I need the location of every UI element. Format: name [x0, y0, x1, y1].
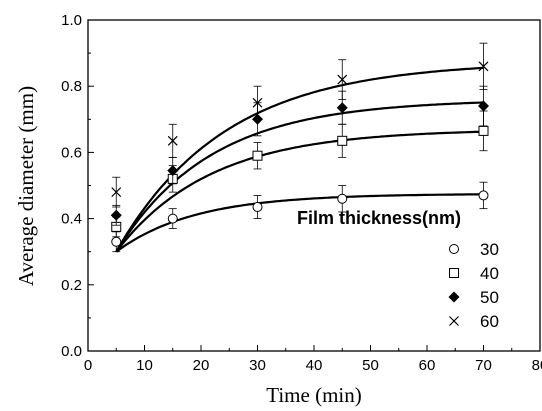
point-40 — [478, 125, 489, 136]
point-60 — [167, 135, 178, 146]
fit-curve-40 — [115, 130, 484, 253]
y-tick-label: 0.2 — [61, 277, 82, 294]
y-tick-label: 1.0 — [61, 12, 82, 29]
fit-curve-30 — [115, 193, 484, 253]
x-tick-label: 20 — [193, 357, 210, 374]
point-60 — [337, 74, 348, 85]
point-60 — [252, 97, 263, 108]
fit-curve-60 — [115, 66, 484, 253]
point-60 — [478, 61, 489, 72]
point-50 — [336, 102, 348, 114]
x-tick-label: 40 — [306, 357, 323, 374]
x-tick-label: 30 — [249, 357, 266, 374]
legend-marker-30 — [449, 244, 459, 254]
legend-label-30: 30 — [480, 240, 499, 259]
x-tick-label: 50 — [362, 357, 379, 374]
legend-marker-60 — [449, 316, 459, 326]
legend-title: Film thickness(nm) — [297, 208, 461, 228]
x-tick-label: 0 — [84, 357, 92, 374]
y-tick-label: 0.4 — [61, 211, 82, 228]
point-50 — [478, 100, 489, 112]
legend: 30 40 50 60 — [448, 240, 499, 331]
point-30 — [111, 236, 122, 247]
legend-marker-40 — [449, 268, 459, 278]
point-50 — [110, 209, 122, 221]
legend-label-60: 60 — [480, 312, 499, 331]
y-tick-label: 0.6 — [61, 144, 82, 161]
data-points — [110, 42, 489, 253]
x-tick-label: 10 — [136, 357, 153, 374]
y-tick-label: 0.8 — [61, 78, 82, 95]
point-30 — [478, 190, 489, 201]
axis-ticks: 0 10 20 30 40 50 60 70 80 0.0 0.2 0.4 0.6 0.8 1.0 — [61, 12, 542, 374]
point-40 — [337, 135, 348, 146]
x-tick-label: 60 — [419, 357, 436, 374]
x-axis-title: Time (min) — [266, 383, 361, 407]
legend-label-40: 40 — [480, 264, 499, 283]
fit-curves — [115, 66, 484, 253]
point-30 — [252, 202, 263, 213]
point-40 — [252, 150, 263, 161]
point-50 — [167, 165, 179, 177]
y-axis-title: Average diameter (mm) — [14, 86, 38, 286]
x-tick-label: 70 — [475, 357, 492, 374]
legend-marker-50 — [448, 291, 460, 303]
point-30 — [167, 213, 178, 224]
point-60 — [111, 187, 122, 198]
y-tick-label: 0.0 — [61, 343, 82, 360]
point-30 — [337, 193, 348, 204]
legend-label-50: 50 — [480, 288, 499, 307]
x-tick-label: 80 — [532, 357, 542, 374]
